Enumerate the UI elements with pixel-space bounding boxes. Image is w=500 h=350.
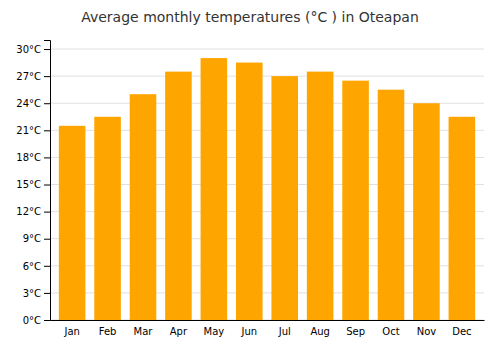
- y-tick-mark: [44, 157, 50, 158]
- y-tick-label: 15°C: [16, 179, 41, 190]
- y-tick-label: 18°C: [16, 152, 41, 163]
- x-tick: Jun: [240, 326, 257, 337]
- x-tick: Jul: [278, 326, 291, 337]
- y-tick-mark: [44, 293, 50, 294]
- bar: [449, 117, 476, 320]
- y-tick: 15°C: [16, 179, 50, 190]
- x-tick-label: Dec: [452, 326, 471, 337]
- y-axis: 0°C 3°C 6°C 9°C 12°C 15°C 18°C 21°C 24°C 27°C 30°C: [16, 41, 50, 326]
- x-axis: Jan Feb Mar Apr May Jun Jul Aug Sep Oct Nov Dec: [51, 321, 485, 338]
- y-tick-mark: [44, 76, 50, 77]
- y-tick: 9°C: [23, 233, 50, 244]
- grid-line: [50, 76, 484, 77]
- bar: [201, 58, 228, 320]
- x-tick: Mar: [134, 326, 154, 337]
- bar: [271, 76, 298, 320]
- bar: [59, 126, 86, 320]
- y-tick-label: 9°C: [23, 233, 41, 244]
- x-tick: Apr: [170, 326, 188, 337]
- bar: [413, 103, 440, 320]
- x-tick-label: Mar: [134, 326, 154, 337]
- y-tick-label: 6°C: [23, 261, 41, 272]
- x-tick: Sep: [346, 326, 365, 337]
- x-tick-label: Jan: [63, 326, 79, 337]
- y-tick: 12°C: [16, 206, 50, 217]
- x-tick-label: Feb: [99, 326, 117, 337]
- y-tick: 6°C: [23, 261, 50, 272]
- y-tick: 3°C: [23, 288, 50, 299]
- grid: [50, 49, 484, 320]
- y-tick-mark: [44, 49, 50, 50]
- x-tick: Feb: [99, 326, 117, 337]
- x-tick-label: Nov: [417, 326, 437, 337]
- y-tick-mark: [44, 130, 50, 131]
- y-tick-label: 3°C: [23, 288, 41, 299]
- bar: [165, 72, 192, 320]
- bar: [236, 63, 263, 320]
- x-tick: Aug: [310, 326, 330, 337]
- y-tick-label: 0°C: [23, 315, 41, 326]
- bar: [342, 81, 369, 320]
- y-tick: 27°C: [16, 71, 50, 82]
- y-tick: 0°C: [23, 315, 50, 326]
- y-tick: 21°C: [16, 125, 50, 136]
- chart: Average monthly temperatures (°C ) in Ot…: [0, 0, 500, 350]
- y-tick: 30°C: [16, 44, 50, 55]
- y-tick-mark: [44, 320, 50, 321]
- y-tick-label: 27°C: [16, 71, 41, 82]
- x-tick: Jan: [63, 326, 79, 337]
- x-tick-label: Apr: [170, 326, 188, 337]
- y-tick-label: 12°C: [16, 206, 41, 217]
- y-tick-mark: [44, 266, 50, 267]
- y-tick-label: 21°C: [16, 125, 41, 136]
- y-tick-mark: [44, 239, 50, 240]
- y-tick-label: 24°C: [16, 98, 41, 109]
- x-tick-label: Oct: [382, 326, 399, 337]
- y-tick-mark: [44, 103, 50, 104]
- bar: [130, 94, 157, 320]
- x-tick-label: Sep: [346, 326, 365, 337]
- x-tick: Oct: [382, 326, 399, 337]
- x-tick-label: Jun: [240, 326, 257, 337]
- grid-line: [50, 49, 484, 50]
- x-tick: Nov: [417, 326, 437, 337]
- bar: [307, 72, 334, 320]
- x-axis-line: [51, 320, 485, 321]
- y-tick-mark: [44, 212, 50, 213]
- x-tick-label: Jul: [278, 326, 291, 337]
- bar: [378, 90, 405, 320]
- x-tick: Dec: [452, 326, 471, 337]
- bar: [94, 117, 121, 320]
- y-axis-line: [44, 41, 51, 321]
- x-tick-label: Aug: [310, 326, 330, 337]
- y-tick-label: 30°C: [16, 44, 41, 55]
- y-tick: 24°C: [16, 98, 50, 109]
- y-tick-mark: [44, 185, 50, 186]
- y-tick: 18°C: [16, 152, 50, 163]
- x-tick: May: [204, 326, 225, 337]
- bars: [59, 58, 475, 320]
- x-tick-label: May: [204, 326, 225, 337]
- title: Average monthly temperatures (°C ) in Ot…: [81, 9, 419, 25]
